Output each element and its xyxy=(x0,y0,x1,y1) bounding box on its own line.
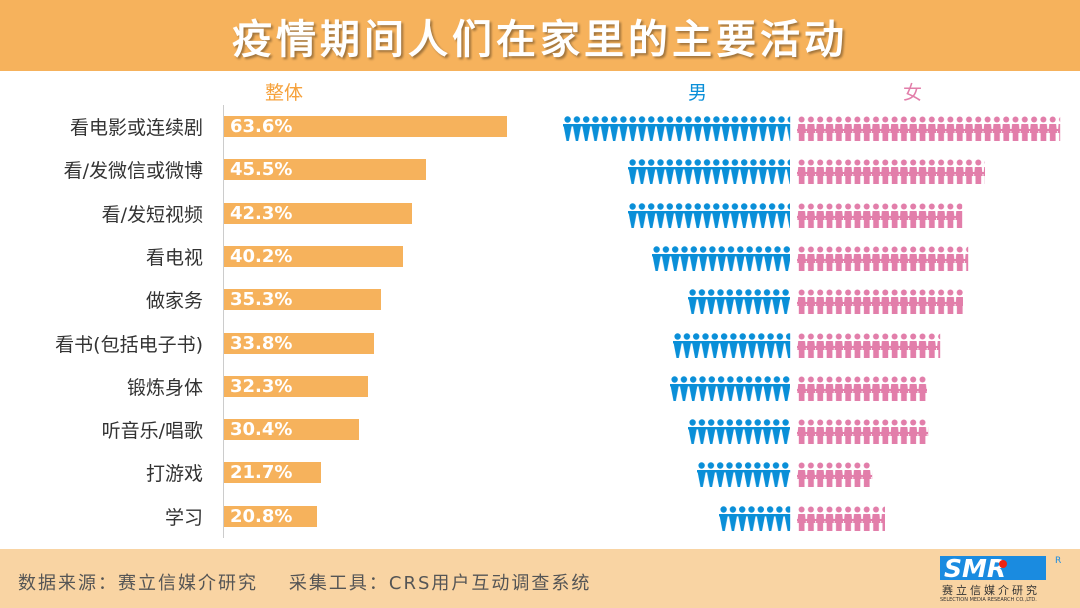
smr-logo: SMR R 赛立信媒介研究 SELECTION MEDIA RESEARCH C… xyxy=(940,554,1062,603)
category-label: 看电影或连续剧 xyxy=(69,117,203,139)
female-pictograph xyxy=(797,505,885,532)
overall-bar: 35.3% xyxy=(224,289,382,311)
overall-data-label: 40.2% xyxy=(230,245,293,267)
category-label: 听音乐/唱歌 xyxy=(101,420,203,443)
overall-bar: 45.5% xyxy=(224,159,427,181)
male-pictograph xyxy=(718,505,790,532)
overall-data-label: 35.3% xyxy=(230,289,293,311)
overall-bar: 33.8% xyxy=(224,332,375,354)
axis-line xyxy=(223,105,224,538)
male-pictograph xyxy=(688,289,790,316)
data-source: 数据来源：赛立信媒介研究 采集工具：CRS用户互动调查系统 xyxy=(18,573,592,594)
male-pictograph xyxy=(652,245,790,272)
male-pictograph xyxy=(628,159,790,186)
male-pictograph xyxy=(628,202,790,229)
overall-data-label: 21.7% xyxy=(230,462,293,484)
male-pictograph xyxy=(562,116,790,142)
category-label: 学习 xyxy=(164,506,203,529)
male-pictograph xyxy=(688,419,790,446)
female-pictograph xyxy=(797,332,941,359)
header-male: 男 xyxy=(688,82,708,104)
category-label: 打游戏 xyxy=(145,463,203,486)
header-female: 女 xyxy=(903,82,923,104)
page-title: 疫情期间人们在家里的主要活动 xyxy=(232,16,848,63)
female-pictograph xyxy=(797,116,1061,142)
overall-bar: 63.6% xyxy=(224,116,507,137)
footer: 数据来源：赛立信媒介研究 采集工具：CRS用户互动调查系统 xyxy=(0,549,1080,608)
overall-bar: 40.2% xyxy=(224,245,403,267)
overall-data-label: 20.8% xyxy=(230,505,293,527)
female-pictograph xyxy=(797,462,873,489)
overall-bar: 21.7% xyxy=(224,462,321,484)
male-pictograph xyxy=(696,462,790,489)
header-overall: 整体 xyxy=(265,82,304,104)
overall-bar: 20.8% xyxy=(224,505,317,527)
overall-data-label: 32.3% xyxy=(230,375,293,397)
overall-data-label: 63.6% xyxy=(230,116,293,137)
female-pictograph xyxy=(797,159,985,186)
category-label: 看/发短视频 xyxy=(101,203,203,226)
overall-data-label: 33.8% xyxy=(230,332,293,354)
title-bar: 疫情期间人们在家里的主要活动 xyxy=(0,0,1080,71)
category-label: 锻炼身体 xyxy=(126,376,203,399)
female-pictograph xyxy=(797,289,963,316)
male-pictograph xyxy=(670,375,790,402)
overall-data-label: 45.5% xyxy=(230,159,293,181)
female-pictograph xyxy=(797,375,927,402)
overall-data-label: 42.3% xyxy=(230,202,293,224)
category-label: 看电视 xyxy=(145,246,203,269)
female-pictograph xyxy=(797,245,969,272)
category-label: 看书(包括电子书) xyxy=(55,333,203,356)
category-label: 做家务 xyxy=(145,290,203,313)
overall-bar: 32.3% xyxy=(224,375,368,397)
overall-bar: 42.3% xyxy=(224,202,413,224)
female-pictograph xyxy=(797,202,963,229)
category-label: 看/发微信或微博 xyxy=(63,160,203,183)
female-pictograph xyxy=(797,419,929,446)
overall-data-label: 30.4% xyxy=(230,419,293,441)
overall-bar: 30.4% xyxy=(224,419,360,441)
male-pictograph xyxy=(672,332,790,359)
